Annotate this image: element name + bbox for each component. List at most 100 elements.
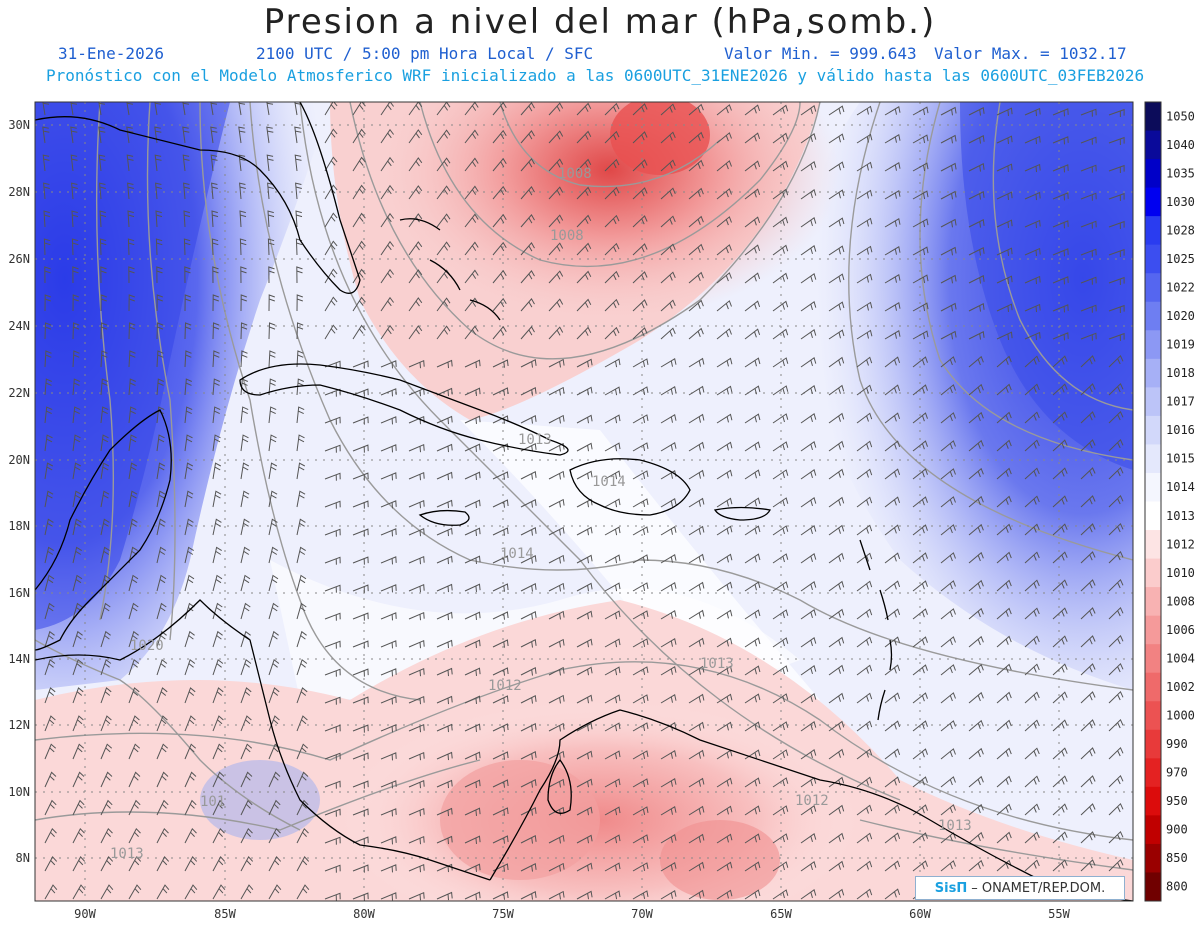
wind-barb [856,832,873,844]
wind-barb [436,667,453,677]
wind-barb [240,490,250,508]
wind-barb [43,182,50,200]
wind-barb [604,862,621,872]
wind-barb [688,861,705,872]
wind-barb [1052,108,1069,117]
wind-barb [1108,550,1124,564]
wind-barb [856,552,873,564]
coastlines [35,102,1133,901]
wind-barb [828,608,845,620]
wind-barb [996,411,1012,424]
wind-barb [100,602,111,620]
wind-barb [520,639,537,648]
wind-barb [828,273,845,284]
wind-barb [996,107,1013,116]
wind-barb [99,182,106,200]
wind-barb [1052,831,1068,844]
colorbar-label: 1022 [1166,280,1195,294]
wind-barb [1024,495,1040,508]
wind-barb [828,524,845,536]
wind-barb [128,715,140,732]
wind-barb [352,808,369,817]
wind-barb [520,555,537,564]
grid [35,102,1133,901]
wind-barb [660,666,677,676]
wind-barb [996,303,1013,312]
wind-barb [800,580,817,592]
wind-barb [968,831,984,844]
isobar-label: 1014 [592,474,626,490]
wind-barb [128,799,141,816]
wind-barb [604,666,621,676]
wind-barb [380,156,394,172]
wind-barb [996,551,1012,564]
wind-barb [1080,439,1096,452]
wind-barb [688,243,704,256]
wind-barb [324,324,338,340]
colorbar-swatch [1145,330,1161,360]
wind-barb [548,694,565,704]
wind-barb [240,518,250,536]
wind-barb [520,527,537,536]
wind-barb [238,154,246,172]
wind-barb [548,414,565,424]
wind-barb [912,552,928,564]
wind-barb [128,518,138,536]
wind-barb [716,721,733,732]
wind-barb [632,638,649,648]
wind-barb [632,299,648,312]
wind-barb [856,692,873,704]
wind-barb [1052,248,1069,257]
wind-barb [1024,607,1040,620]
wind-barb [44,574,55,592]
wind-barb [44,687,56,704]
wind-barb [576,722,593,732]
wind-barb [716,357,733,368]
wind-barb [464,751,481,760]
wind-barb [43,210,51,228]
wind-barb [128,378,136,396]
wind-barb [324,212,338,228]
wind-barb [156,743,169,760]
wind-barb [884,496,901,508]
wind-barb [856,720,873,732]
wind-barb [70,126,78,144]
wind-barb [380,240,394,256]
wind-barb [520,499,537,508]
wind-barb [548,470,565,480]
wind-barb [408,499,425,509]
wind-barb [183,182,190,200]
wind-barb [464,185,479,200]
wind-barb [716,328,732,340]
wind-barb [408,185,423,200]
wind-barb [44,490,54,508]
colorbar-frame [1144,101,1162,902]
wind-barb [968,719,984,732]
wind-barb [856,804,873,816]
wind-barb [548,358,565,368]
wind-barb [1052,775,1068,788]
wind-barb [576,414,593,424]
wind-barb [800,636,817,648]
wind-barb [154,126,162,144]
wind-barb [492,555,509,564]
wind-barb [436,471,453,481]
wind-barb [436,297,451,312]
wind-barb [856,384,873,396]
wind-barb [268,406,277,424]
wind-barb [828,636,845,648]
wind-barb [660,778,677,788]
wind-barb [1052,551,1068,564]
wind-barb [43,238,51,256]
wind-barb [1108,332,1125,342]
wind-barb [968,663,984,676]
colorbar-label: 1035 [1166,166,1195,180]
wind-barb [632,498,649,508]
wind-barb [828,748,845,760]
wind-barb [576,158,592,172]
wind-barb [744,188,761,200]
wind-barb [100,827,113,844]
wind-barb [324,156,338,172]
wind-barb [828,245,845,256]
wind-barb [604,214,620,228]
